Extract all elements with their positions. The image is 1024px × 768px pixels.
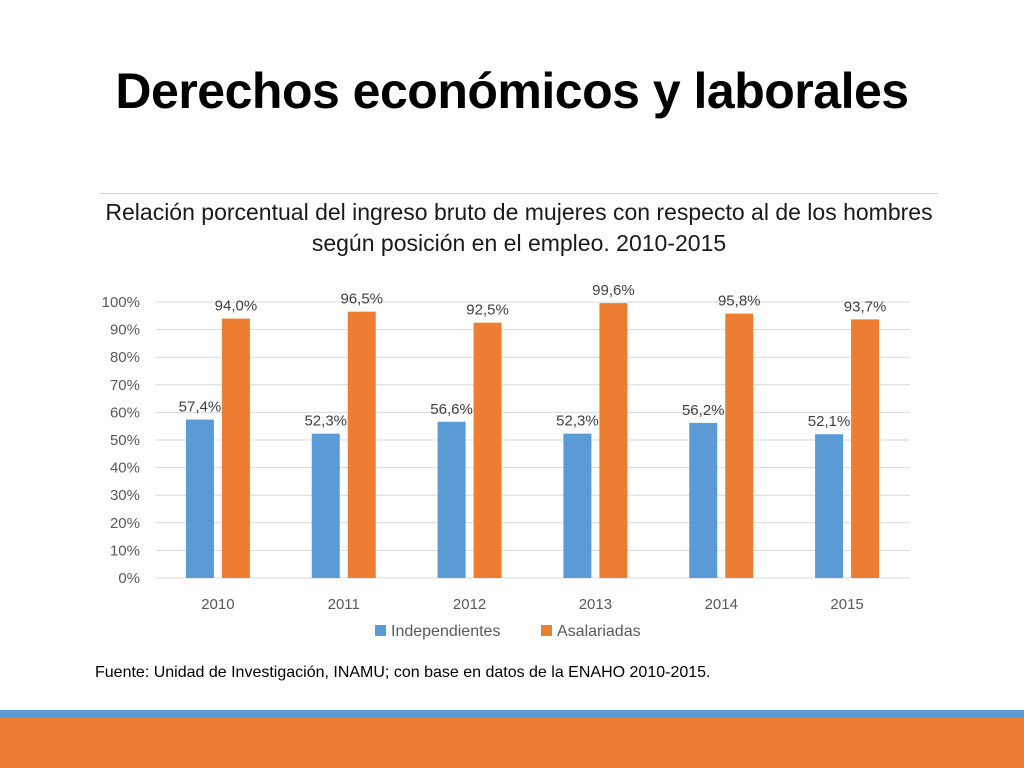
y-tick-label: 80% [110, 349, 140, 366]
legend-swatch-asalariadas [541, 625, 552, 636]
y-tick-label: 30% [110, 487, 140, 504]
data-label: 56,2% [682, 402, 725, 419]
bar-independientes-2011 [311, 433, 340, 578]
y-tick-label: 50% [110, 432, 140, 449]
legend-label: Asalariadas [557, 623, 641, 640]
chart-title: Relación porcentual del ingreso bruto de… [105, 199, 933, 256]
data-label: 57,4% [179, 399, 222, 416]
chart-top-border [100, 193, 938, 194]
y-tick-label: 40% [110, 460, 140, 477]
bar-independientes-2013 [563, 433, 592, 578]
y-tick-label: 100% [102, 294, 140, 311]
data-label: 94,0% [215, 298, 258, 315]
x-tick-label: 2013 [579, 596, 612, 613]
legend-swatch-independientes [375, 625, 386, 636]
legend-label: Independientes [391, 623, 500, 640]
y-tick-label: 90% [110, 322, 140, 339]
bar-independientes-2015 [815, 434, 844, 578]
y-tick-label: 10% [110, 542, 140, 559]
data-label: 96,5% [340, 291, 383, 308]
bar-independientes-2010 [185, 419, 214, 578]
y-tick-label: 70% [110, 377, 140, 394]
y-tick-label: 20% [110, 515, 140, 532]
bar-independientes-2012 [437, 421, 466, 578]
slide-title: Derechos económicos y laborales [115, 63, 909, 119]
data-label: 52,3% [304, 413, 347, 430]
x-tick-label: 2012 [453, 596, 486, 613]
data-label: 92,5% [466, 302, 509, 319]
bar-independientes-2014 [689, 422, 718, 578]
footer-band-orange [0, 717, 1024, 768]
data-label: 93,7% [844, 298, 887, 315]
data-label: 99,6% [592, 282, 635, 299]
x-tick-label: 2011 [328, 596, 360, 613]
y-tick-label: 60% [110, 404, 140, 421]
bar-asalariadas-2010 [221, 318, 250, 578]
data-label: 52,1% [808, 413, 851, 430]
x-tick-label: 2015 [830, 596, 863, 613]
bar-asalariadas-2013 [599, 303, 628, 578]
bar-asalariadas-2015 [851, 319, 880, 578]
bar-asalariadas-2012 [473, 322, 502, 578]
x-tick-label: 2010 [201, 596, 234, 613]
data-label: 95,8% [718, 293, 761, 310]
y-tick-label: 0% [118, 570, 140, 587]
footer-band-blue [0, 710, 1024, 717]
data-label: 52,3% [556, 413, 599, 430]
x-tick-label: 2014 [705, 596, 738, 613]
bar-asalariadas-2014 [725, 313, 754, 578]
source-note: Fuente: Unidad de Investigación, INAMU; … [95, 664, 711, 681]
bar-asalariadas-2011 [347, 311, 376, 578]
data-label: 56,6% [430, 401, 473, 418]
